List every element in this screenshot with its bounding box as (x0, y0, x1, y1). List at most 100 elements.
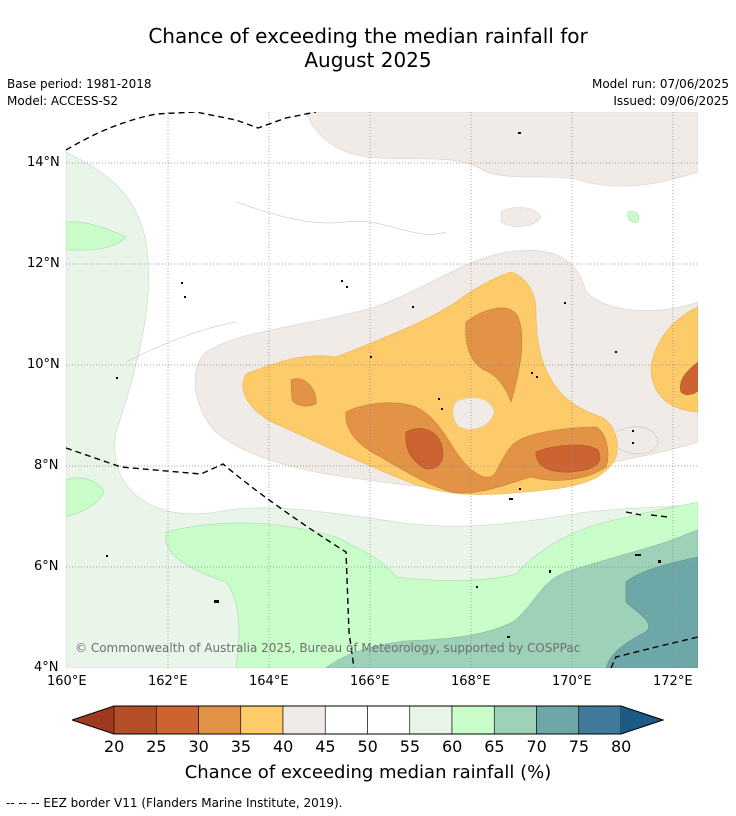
colorbar-outline (72, 705, 664, 735)
contour-line-1 (235, 201, 447, 235)
x-tick-172e: 172°E (653, 674, 693, 689)
colorbar-cell (240, 705, 284, 735)
region-25-30-east (535, 444, 601, 473)
eez-border-southeast (610, 636, 698, 668)
island-24 (509, 498, 513, 500)
island-6 (412, 306, 414, 308)
colorbar-cell (451, 705, 495, 735)
region-45-50-hole (452, 397, 495, 430)
colorbar-tick-label: 70 (526, 737, 547, 756)
colorbar-tick-label: 45 (315, 737, 336, 756)
y-tick-8n: 8°N (34, 458, 59, 473)
region-30-35-center (345, 402, 609, 494)
island-4 (181, 282, 183, 284)
colorbar-extend-low (72, 706, 114, 734)
x-tick-160e: 160°E (47, 674, 87, 689)
island-11 (438, 398, 440, 400)
colorbar-cell (324, 705, 368, 735)
colorbar-tick-label: 55 (399, 737, 421, 756)
contour-line-2 (125, 321, 237, 363)
colorbar-cell (367, 705, 411, 735)
colorbar-cell (198, 705, 242, 735)
colorbar-tick-label: 20 (104, 737, 125, 756)
islands (106, 132, 661, 638)
eez-border-east-2 (650, 514, 669, 518)
island-1 (518, 132, 521, 134)
island-21 (549, 570, 551, 573)
map-title-line2: August 2025 (304, 48, 432, 72)
y-tick-10n: 10°N (27, 357, 60, 372)
island-2 (341, 280, 343, 282)
colorbar-cell (536, 705, 580, 735)
island-8 (370, 356, 372, 358)
region-60-65-small (627, 210, 639, 223)
region-45-50-east-patch (500, 207, 542, 227)
base-period: Base period: 1981-2018 (7, 77, 152, 91)
region-60-65-west (66, 221, 127, 251)
island-17 (106, 555, 108, 557)
island-12 (531, 372, 533, 374)
colorbar-cell (282, 705, 326, 735)
colorbar-extend-high (621, 706, 663, 734)
colorbar-cell (493, 705, 537, 735)
gridlines (66, 112, 698, 668)
x-tick-166e: 166°E (350, 674, 390, 689)
model-run: Model run: 07/06/2025 (591, 77, 729, 91)
x-tick-170e: 170°E (552, 674, 592, 689)
island-9 (116, 377, 118, 379)
colorbar-tick-label: 50 (357, 737, 378, 756)
colorbar-tick-label: 25 (146, 737, 167, 756)
colorbar-tick-label: 30 (188, 737, 209, 756)
y-tick-12n: 12°N (27, 256, 60, 271)
island-19 (476, 586, 478, 588)
island-5 (184, 296, 186, 298)
eez-border-north (66, 112, 317, 151)
island-15 (632, 430, 634, 432)
issued-date: Issued: 09/06/2025 (613, 94, 729, 108)
island-25 (519, 488, 521, 490)
map-title-line1: Chance of exceeding the median rainfall … (148, 24, 588, 48)
colorbar-tick-label: 75 (568, 737, 590, 756)
colorbar-label: Chance of exceeding median rainfall (%) (184, 762, 552, 783)
x-tick-162e: 162°E (148, 674, 188, 689)
island-16 (632, 442, 634, 444)
colorbar-cell (409, 705, 453, 735)
island-10 (441, 408, 443, 410)
island-20 (507, 636, 510, 638)
y-tick-6n: 6°N (34, 559, 59, 574)
colorbar-cell (155, 705, 199, 735)
colorbar-cell (578, 705, 622, 735)
island-3 (346, 286, 348, 288)
colorbar-tick-label: 40 (273, 737, 294, 756)
x-tick-164e: 164°E (249, 674, 289, 689)
x-tick-168e: 168°E (451, 674, 491, 689)
map-copyright: © Commonwealth of Australia 2025, Bureau… (75, 641, 580, 655)
eez-border-central (66, 447, 355, 668)
rainfall-map: © Commonwealth of Australia 2025, Bureau… (66, 112, 698, 668)
island-13 (536, 376, 538, 378)
island-7 (564, 302, 566, 304)
colorbar-tick-label: 60 (442, 737, 463, 756)
region-30-35-east (680, 361, 698, 395)
region-65-70 (325, 529, 698, 668)
colorbar-cell (113, 705, 157, 735)
eez-footnote: -- -- -- EEZ border V11 (Flanders Marine… (6, 796, 343, 810)
island-14 (615, 351, 617, 353)
region-60-65-west2 (66, 477, 105, 518)
region-30-35-north-blob (465, 307, 523, 404)
eez-border-east-1 (625, 511, 642, 516)
region-25-30-center (405, 428, 444, 470)
colorbar-tick-label: 35 (230, 737, 252, 756)
region-30-35-west-blob (290, 378, 317, 407)
colorbar (72, 705, 664, 735)
eez-borders (66, 112, 698, 668)
y-tick-14n: 14°N (27, 155, 60, 170)
island-23 (635, 554, 641, 556)
model-name: Model: ACCESS-S2 (7, 94, 119, 108)
y-tick-4n: 4°N (34, 660, 59, 675)
region-45-50-north (305, 112, 698, 187)
island-22 (658, 560, 661, 563)
colorbar-tick-label: 65 (484, 737, 505, 756)
colorbar-tick-label: 80 (611, 737, 632, 756)
island-18 (214, 600, 219, 603)
